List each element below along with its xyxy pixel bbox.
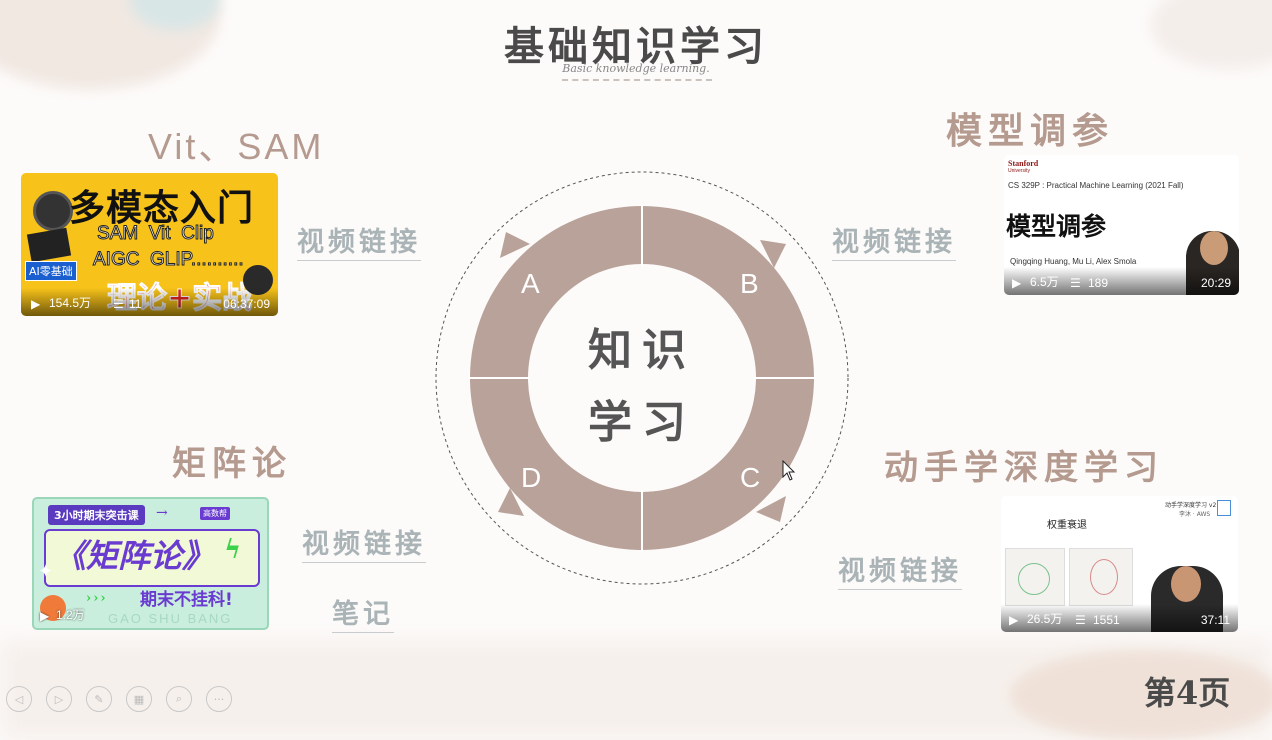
danmaku-count: 1551 bbox=[1093, 613, 1120, 627]
section-heading-vit-sam: Vit、SAM bbox=[148, 126, 325, 167]
stanford-logo-sub: University bbox=[1008, 168, 1030, 174]
presentation-toolbar: ◁ ▷ ✎ ▦ ⌕ ··· bbox=[6, 686, 232, 712]
video-title-text: 模型调参 bbox=[1006, 212, 1107, 241]
sparkle-icon: ✦ bbox=[38, 561, 54, 582]
plot-image-right bbox=[1069, 548, 1133, 606]
ai-basics-badge: AI零基础 bbox=[25, 261, 77, 281]
starburst-icon bbox=[40, 595, 66, 621]
slide-title: 基础知识学习 bbox=[504, 23, 768, 70]
page-number: 第4页 bbox=[1144, 674, 1231, 712]
section-heading-model-tuning: 模型调参 bbox=[946, 110, 1115, 152]
center-text-line1: 知识 bbox=[588, 325, 696, 376]
brand-tag: 高数帮 bbox=[200, 507, 230, 520]
center-text-line2: 学习 bbox=[588, 397, 696, 448]
video-thumbnail-matrix-theory[interactable]: 3小时期末突击课 → 高数帮 《矩阵论》 ϟ ✦ ››› 期末不挂科! GAO … bbox=[32, 497, 269, 630]
video-link-top-right[interactable]: 视频链接 bbox=[832, 220, 956, 261]
slide-overview-button[interactable]: ▦ bbox=[126, 686, 152, 712]
ring-arrow-a bbox=[500, 232, 530, 258]
play-count-icon: ▶ bbox=[1012, 276, 1022, 290]
ring-label-c: C bbox=[740, 462, 761, 493]
ring-label-b: B bbox=[740, 268, 759, 299]
play-count-icon: ▶ bbox=[31, 297, 41, 311]
video-thumbnail-d2l[interactable]: 动手学深度学习 v2 李沐 · AWS 权重衰退 ▶ 26.5万 ☰ 1551 … bbox=[1001, 496, 1238, 632]
video-keywords-line2: AIGC GLIP.......... bbox=[93, 249, 245, 271]
view-count: 154.5万 bbox=[49, 296, 92, 310]
danmaku-icon: ☰ bbox=[113, 297, 124, 311]
ring-arrow-c bbox=[756, 496, 786, 522]
ring-arrow-b bbox=[760, 240, 786, 268]
video-thumbnail-multimodal[interactable]: AI零基础 多模态入门 SAM Vit Clip AIGC GLIP......… bbox=[21, 173, 278, 316]
title-panel bbox=[44, 529, 260, 587]
danmaku-count: 11 bbox=[129, 297, 142, 311]
crash-course-tag: 3小时期末突击课 bbox=[48, 505, 145, 525]
view-count: 26.5万 bbox=[1027, 612, 1063, 626]
ring-segment-c bbox=[642, 378, 814, 550]
author-text: 李沐 · AWS bbox=[1179, 511, 1211, 518]
danmaku-count: 189 bbox=[1088, 276, 1109, 290]
section-heading-matrix-theory: 矩阵论 bbox=[172, 444, 292, 484]
video-duration: 06:37:09 bbox=[223, 297, 270, 311]
zoom-button[interactable]: ⌕ bbox=[166, 686, 192, 712]
slogan-text: 期末不挂科! bbox=[140, 590, 233, 610]
video-title-text: 多模态入门 bbox=[69, 188, 255, 229]
more-options-button[interactable]: ··· bbox=[206, 686, 232, 712]
section-heading-d2l: 动手学深度学习 bbox=[884, 448, 1164, 488]
video-link-top-left[interactable]: 视频链接 bbox=[297, 220, 421, 261]
d2l-logo-icon bbox=[1217, 500, 1231, 516]
lightning-icon: ϟ bbox=[224, 535, 242, 565]
ring-segments bbox=[470, 206, 814, 550]
arrow-right-icon: → bbox=[156, 505, 168, 521]
play-count-icon: ▶ bbox=[1009, 613, 1019, 627]
view-count: 1.2万 bbox=[56, 608, 85, 622]
stanford-logo: Stanford bbox=[1008, 159, 1039, 168]
video-duration: 20:29 bbox=[1200, 276, 1231, 290]
film-reel-icon bbox=[33, 191, 73, 231]
title-underline bbox=[562, 79, 712, 81]
ring-segment-b bbox=[642, 206, 814, 378]
clapperboard-icon bbox=[26, 227, 72, 263]
danmaku-icon: ☰ bbox=[1070, 276, 1081, 290]
play-count-icon: ▶ bbox=[40, 609, 50, 623]
ring-arrow-d bbox=[498, 488, 524, 516]
course-name: CS 329P : Practical Machine Learning (20… bbox=[1008, 181, 1184, 190]
authors-text: Qingqing Huang, Mu Li, Alex Smola bbox=[1010, 257, 1137, 266]
view-count: 6.5万 bbox=[1030, 275, 1059, 289]
arrows-decoration-icon: ››› bbox=[86, 591, 108, 606]
video-link-bottom-left[interactable]: 视频链接 bbox=[302, 522, 426, 563]
video-keywords-line1: SAM Vit Clip bbox=[97, 223, 215, 245]
knowledge-ring-diagram bbox=[435, 171, 849, 585]
slide-subtitle: Basic knowledge learning. bbox=[562, 62, 710, 75]
brand-watermark: GAO SHU BANG bbox=[108, 611, 233, 626]
video-title-text: 《矩阵论》 bbox=[54, 537, 215, 575]
video-title-text: 权重衰退 bbox=[1047, 520, 1087, 531]
video-duration: 37:11 bbox=[1200, 613, 1230, 627]
danmaku-icon: ☰ bbox=[1075, 613, 1086, 627]
mouse-cursor-icon bbox=[782, 460, 796, 481]
ring-segment-a bbox=[470, 206, 642, 378]
previous-slide-button[interactable]: ◁ bbox=[6, 686, 32, 712]
ring-label-d: D bbox=[521, 462, 542, 493]
dashed-outer-circle bbox=[435, 171, 849, 585]
next-slide-button[interactable]: ▷ bbox=[46, 686, 72, 712]
video-thumbnail-model-tuning[interactable]: Stanford University CS 329P : Practical … bbox=[1004, 155, 1239, 295]
video-link-bottom-right[interactable]: 视频链接 bbox=[838, 549, 962, 590]
course-name: 动手学深度学习 v2 bbox=[1165, 502, 1217, 509]
notes-link[interactable]: 笔记 bbox=[332, 592, 394, 633]
ring-segment-d bbox=[470, 378, 642, 550]
ring-label-a: A bbox=[521, 268, 540, 299]
pen-tool-button[interactable]: ✎ bbox=[86, 686, 112, 712]
bg-watercolor-bottom-right bbox=[1010, 650, 1272, 740]
plot-image-left bbox=[1005, 548, 1065, 606]
